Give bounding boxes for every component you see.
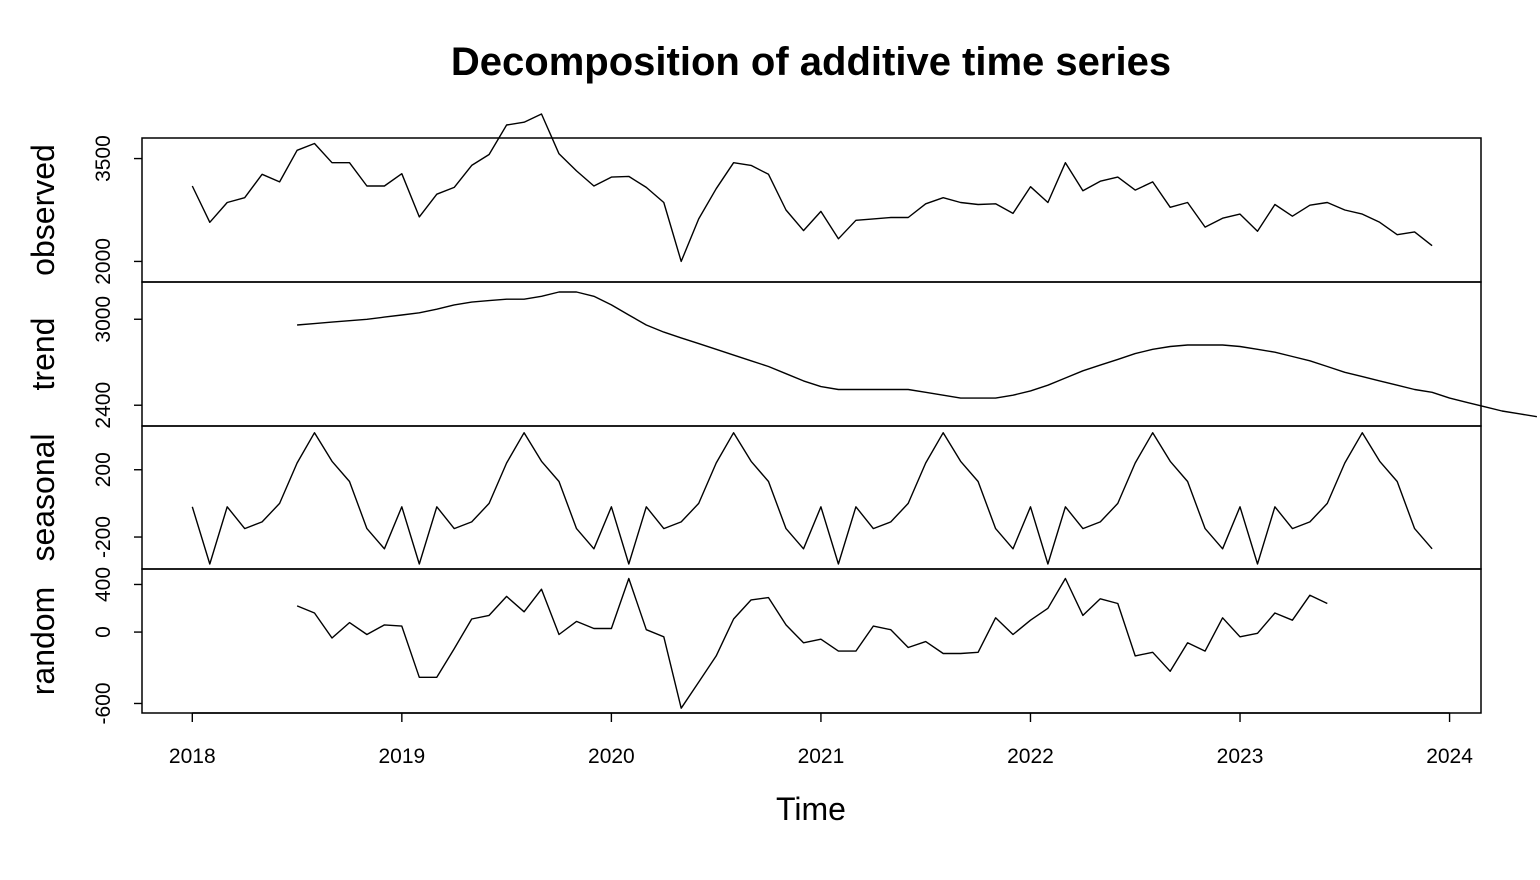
x-tick-label: 2021 [798, 745, 845, 768]
observed-y-tick-label: 3500 [92, 135, 115, 182]
trend-panel: 2400 3000 trend [25, 282, 1537, 429]
x-tick-label: 2020 [588, 745, 635, 768]
x-tick-label: 2018 [169, 745, 216, 768]
x-axis-title: Time [776, 791, 846, 827]
trend-panel-label: trend [25, 318, 61, 391]
random-panel: -600 0 400 random [25, 567, 1481, 725]
x-tick-label: 2023 [1217, 745, 1264, 768]
observed-y-tick-label: 2000 [92, 238, 115, 285]
trend-y-tick-label: 3000 [92, 296, 115, 343]
observed-panel-frame [142, 138, 1481, 282]
random-y-tick-label: 400 [92, 567, 115, 602]
seasonal-panel-frame [142, 426, 1481, 569]
x-tick-label: 2024 [1426, 745, 1473, 768]
seasonal-panel-label: seasonal [25, 433, 61, 561]
chart-title: Decomposition of additive time series [451, 40, 1171, 84]
x-tick-label: 2022 [1007, 745, 1054, 768]
random-series-line [297, 579, 1327, 709]
observed-panel: 2000 3500 observed [25, 114, 1481, 285]
trend-series-line [297, 292, 1537, 417]
random-y-tick-label: -600 [92, 682, 115, 724]
seasonal-y-tick-label: -200 [92, 516, 115, 558]
seasonal-panel: -200 200 seasonal [25, 426, 1481, 569]
seasonal-y-tick-label: 200 [92, 452, 115, 487]
random-panel-label: random [25, 587, 61, 696]
x-tick-label: 2019 [378, 745, 425, 768]
trend-y-tick-label: 2400 [92, 382, 115, 429]
random-y-tick-label: 0 [92, 626, 115, 638]
seasonal-series-line [192, 433, 1432, 564]
observed-panel-label: observed [25, 144, 61, 276]
observed-series-line [192, 114, 1432, 261]
